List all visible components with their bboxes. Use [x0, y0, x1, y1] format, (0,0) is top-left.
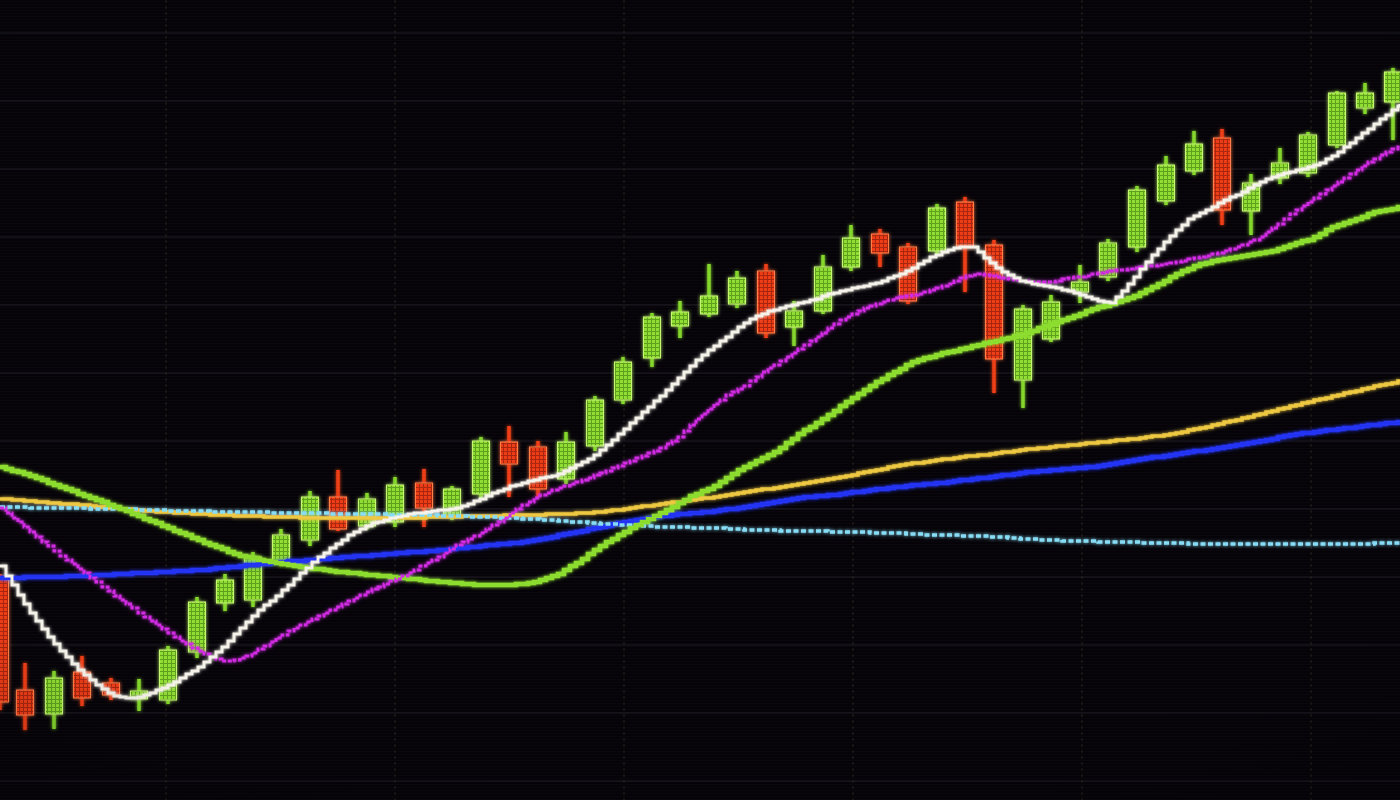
candle-up [1299, 134, 1317, 174]
candle-up [443, 488, 461, 517]
candle-up [1128, 189, 1146, 248]
candle-up [614, 361, 632, 401]
candle-up [216, 579, 234, 604]
candle-down [16, 689, 34, 716]
candle-up [1099, 242, 1117, 278]
candle-up [1384, 71, 1400, 103]
candle-up [928, 207, 946, 252]
candle-up [272, 534, 290, 561]
candle-up [814, 266, 832, 312]
candle-up [472, 440, 490, 495]
candles-layer [0, 68, 1400, 730]
candle-up [188, 601, 206, 653]
candle-up [785, 310, 803, 328]
candle-down [73, 671, 91, 699]
candle-up [386, 484, 404, 523]
candle-down [0, 579, 9, 703]
candle-down [956, 201, 974, 249]
ma-white-line [0, 104, 1400, 700]
ma-blue-line [0, 419, 1400, 581]
candle-up [45, 677, 63, 715]
candle-down [529, 446, 547, 490]
candle-up [643, 316, 661, 359]
candle-down [415, 482, 433, 509]
candle-up [1185, 143, 1203, 172]
candle-up [1157, 164, 1175, 202]
ma-cyan-line [0, 505, 1400, 546]
candle-up [159, 649, 177, 701]
ma-magenta-line [0, 145, 1400, 663]
ma-green-line [0, 204, 1400, 588]
candle-up [1328, 92, 1346, 146]
candle-up [842, 237, 860, 268]
candle-up [586, 399, 604, 447]
moving-averages-layer [0, 104, 1400, 700]
candle-up [1014, 308, 1032, 381]
candle-down [757, 270, 775, 334]
candle-down [871, 233, 889, 254]
candle-up [1356, 92, 1374, 109]
candle-up [700, 295, 718, 315]
ma-yellow-line [0, 379, 1400, 520]
candle-down [500, 441, 518, 465]
candle-down [1213, 137, 1231, 211]
candle-up [671, 311, 689, 327]
candle-up [728, 277, 746, 305]
